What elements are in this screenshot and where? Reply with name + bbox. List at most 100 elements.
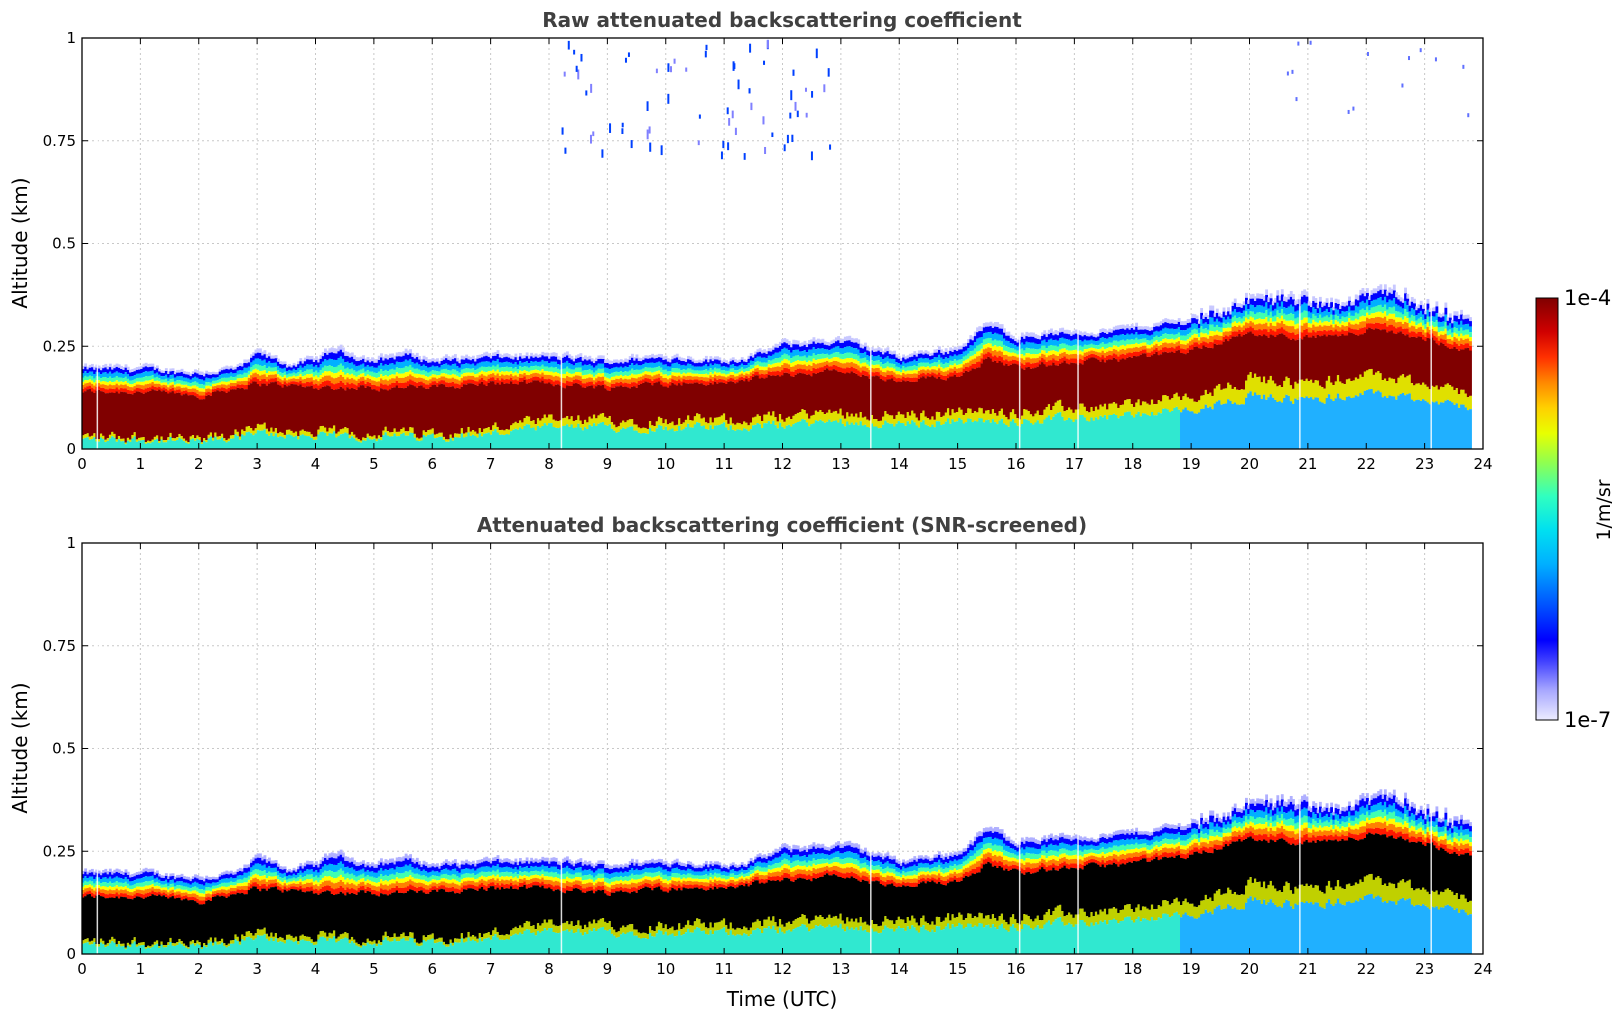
heat-cell [895,415,899,424]
heat-cell [855,368,858,374]
heat-cell [364,358,368,363]
heat-cell [281,377,285,381]
heat-cell [1148,404,1152,416]
heat-cell [758,356,762,362]
heat-cell [501,367,504,372]
heat-cell [639,358,643,362]
heat-cell [337,382,341,389]
heat-cell [725,377,728,381]
heat-cell [328,365,332,371]
heat-cell [622,383,625,387]
heat-cell [951,372,955,377]
heat-cell [321,425,325,432]
heat-cell [1112,326,1116,331]
heat-cell [931,416,935,425]
heat-cell [792,339,796,345]
heat-cell [801,419,805,449]
heat-cell [601,368,605,374]
heat-cell [243,367,247,373]
heat-cell [554,356,558,362]
heat-cell [1130,357,1134,405]
heat-cell [480,378,484,382]
heat-cell [341,433,345,449]
heat-cell [1182,409,1186,449]
heat-cell [332,353,336,360]
heat-cell [902,366,905,370]
heat-cell [1038,364,1042,416]
heat-cell [1137,329,1141,335]
heat-cell [465,368,469,373]
heat-cell [1099,357,1103,362]
heat-cell [601,376,605,381]
heat-cell [227,369,231,374]
heat-cell [292,365,296,369]
heat-cell [642,372,646,376]
heat-cell [713,371,717,375]
heat-cell [510,425,513,432]
heat-cell [796,340,800,345]
heat-cell [111,373,114,379]
heat-cell [711,429,715,449]
heat-cell [86,437,90,449]
heat-cell [577,354,581,358]
heat-cell [590,365,594,371]
heat-cell [644,371,648,375]
heat-cell [270,382,274,428]
heat-cell [507,434,511,449]
heat-cell [557,380,560,385]
heat-cell [1115,335,1118,341]
heat-cell [843,341,847,348]
heat-cell [469,435,473,449]
heat-cell [142,436,146,440]
heatmap-layer [82,38,1472,449]
heat-cell [613,359,616,363]
heat-cell [622,427,625,449]
heat-cell [754,424,758,449]
heat-cell [832,347,836,353]
heat-cell [646,428,650,434]
heat-cell [841,354,845,360]
heat-cell [541,369,545,373]
heat-cell [422,359,426,365]
heat-cell [447,374,451,379]
heat-cell [622,363,625,368]
heat-cell [458,363,462,368]
heat-cell [953,346,957,350]
heat-cell [445,377,448,383]
heat-cell [319,369,323,375]
heat-cell [88,436,92,440]
heat-cell [962,346,966,352]
heat-cell [409,353,413,359]
heat-cell [1034,343,1038,350]
heat-cell [783,372,787,422]
heat-cell [644,362,648,368]
heat-cell [1063,343,1067,349]
heat-cell [980,363,984,409]
heat-cell [371,436,374,440]
heat-cell [796,360,800,365]
heat-cell [599,377,603,382]
heat-cell [211,392,215,438]
heat-cell [406,350,410,355]
heat-cell [763,366,767,371]
heat-cell [938,421,941,449]
heat-cell [1050,345,1053,351]
heat-cell [1047,334,1051,340]
heat-cell [512,368,516,373]
heat-cell [362,376,365,381]
heat-cell [279,431,283,437]
heat-cell [816,342,820,349]
heat-cell [734,359,737,363]
heat-cell [566,360,569,367]
heat-cell [496,432,500,449]
heat-cell [310,355,314,360]
heat-cell [178,392,182,434]
heat-cell [332,366,336,374]
heat-cell [1141,401,1145,414]
heat-cell [718,424,722,449]
heat-cell [743,428,746,449]
heat-cell [669,378,672,382]
heat-cell [1171,410,1174,449]
heat-cell [642,382,646,428]
heat-cell [1144,342,1148,346]
